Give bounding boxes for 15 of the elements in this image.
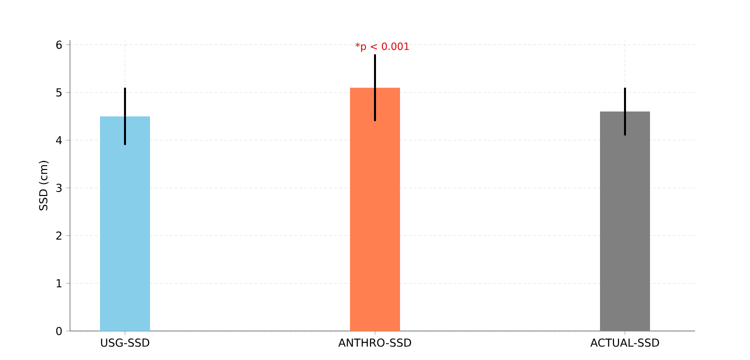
y-tick-label: 2 <box>56 232 62 240</box>
y-tick-label: 6 <box>56 40 62 49</box>
y-tick-label: 0 <box>56 326 62 336</box>
annotation: *p < 0.001 <box>356 42 409 52</box>
x-tick-label: ACTUAL-SSD <box>590 338 660 347</box>
x-tick-label: USG-SSD <box>101 338 150 347</box>
y-tick-label: 1 <box>56 279 62 288</box>
y-axis-title: SSD (cm) <box>38 160 49 210</box>
y-tick-label: 3 <box>56 184 62 192</box>
bar <box>350 88 400 331</box>
x-tick-label: ANTHRO-SSD <box>338 338 412 347</box>
y-tick-label: 5 <box>56 88 62 97</box>
bar <box>600 112 650 331</box>
bar <box>100 116 150 331</box>
y-tick-label: 4 <box>56 136 62 144</box>
